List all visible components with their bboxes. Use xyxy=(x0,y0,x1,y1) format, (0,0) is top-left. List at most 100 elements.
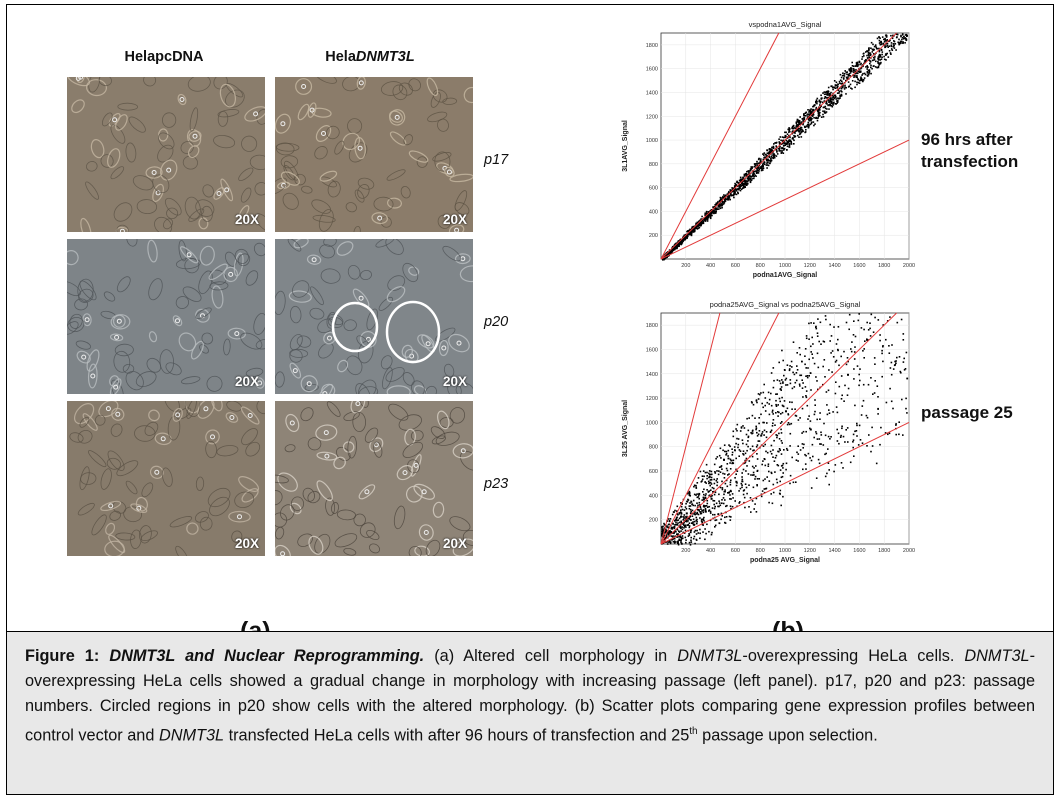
data-point xyxy=(834,103,837,105)
data-point xyxy=(768,398,771,401)
data-point xyxy=(775,145,777,147)
data-point xyxy=(838,385,841,388)
data-point xyxy=(859,368,861,370)
data-point xyxy=(809,119,811,122)
data-point xyxy=(886,43,888,45)
data-point xyxy=(820,434,823,436)
data-point xyxy=(788,143,791,145)
data-point xyxy=(869,54,872,57)
data-point xyxy=(861,442,864,444)
data-point xyxy=(669,531,671,534)
data-point xyxy=(753,177,755,180)
data-point xyxy=(758,168,761,171)
data-point xyxy=(745,181,747,184)
data-point xyxy=(768,501,770,504)
data-point xyxy=(727,474,729,476)
data-point xyxy=(775,478,778,481)
data-point xyxy=(829,94,831,96)
data-point xyxy=(855,62,858,64)
data-point xyxy=(729,490,732,492)
data-point xyxy=(780,152,783,154)
data-point xyxy=(762,167,765,169)
data-point xyxy=(680,538,683,540)
data-point xyxy=(881,51,884,53)
data-point xyxy=(724,482,727,485)
y-axis-label: 3L25 AVG_Signal xyxy=(622,400,629,457)
data-point xyxy=(703,506,706,508)
data-point xyxy=(759,160,762,162)
data-point xyxy=(800,136,803,138)
data-point xyxy=(784,379,787,381)
data-point xyxy=(786,149,788,151)
data-point xyxy=(714,505,716,508)
data-point xyxy=(663,534,665,537)
data-point xyxy=(716,207,718,210)
data-point xyxy=(755,167,758,170)
data-point xyxy=(683,532,686,534)
data-point xyxy=(810,110,812,113)
data-point xyxy=(692,521,694,523)
data-point xyxy=(789,432,792,435)
data-point xyxy=(809,457,811,459)
data-point xyxy=(797,127,800,130)
data-point xyxy=(881,375,883,378)
data-point xyxy=(863,77,866,79)
data-point xyxy=(819,102,821,104)
data-point xyxy=(768,480,771,482)
data-point xyxy=(829,100,832,103)
data-point xyxy=(678,512,681,514)
data-point xyxy=(824,453,826,456)
data-point xyxy=(675,517,678,519)
data-point xyxy=(662,525,664,528)
data-point xyxy=(842,467,844,469)
data-point xyxy=(763,163,766,166)
data-point xyxy=(725,479,728,482)
data-point xyxy=(762,162,765,165)
data-point xyxy=(832,102,834,104)
data-point xyxy=(719,196,722,199)
data-point xyxy=(708,214,710,216)
data-point xyxy=(724,499,726,501)
data-point xyxy=(696,513,698,515)
data-point xyxy=(802,123,804,126)
data-point xyxy=(772,367,775,369)
data-point xyxy=(832,102,834,105)
data-point xyxy=(756,444,759,446)
data-point xyxy=(711,494,713,497)
data-point xyxy=(706,489,708,491)
data-point xyxy=(856,424,858,427)
data-point xyxy=(718,205,721,208)
data-point xyxy=(747,445,749,448)
data-point xyxy=(892,407,894,410)
data-point xyxy=(687,517,690,520)
data-point xyxy=(672,526,674,529)
data-point xyxy=(674,246,676,248)
data-point xyxy=(762,479,765,482)
data-point xyxy=(678,536,680,538)
y-tick-label: 1200 xyxy=(646,114,658,120)
data-point xyxy=(814,104,816,106)
data-point xyxy=(671,528,674,530)
data-point xyxy=(840,87,843,90)
data-point xyxy=(695,227,697,229)
data-point xyxy=(770,151,773,153)
data-point xyxy=(823,422,825,425)
data-point xyxy=(697,221,700,224)
data-point xyxy=(728,444,730,446)
data-point xyxy=(885,40,887,42)
data-point xyxy=(739,176,742,179)
data-point xyxy=(807,452,810,455)
data-point xyxy=(707,215,710,218)
data-point xyxy=(696,520,698,523)
data-point xyxy=(754,478,756,480)
data-point xyxy=(680,530,682,532)
data-point xyxy=(761,490,764,492)
data-point xyxy=(676,519,678,522)
data-point xyxy=(818,462,821,465)
data-point xyxy=(794,130,797,132)
data-point xyxy=(898,421,900,423)
data-point xyxy=(703,516,705,519)
data-point xyxy=(799,353,801,356)
data-point xyxy=(854,65,857,67)
data-point xyxy=(877,57,879,60)
